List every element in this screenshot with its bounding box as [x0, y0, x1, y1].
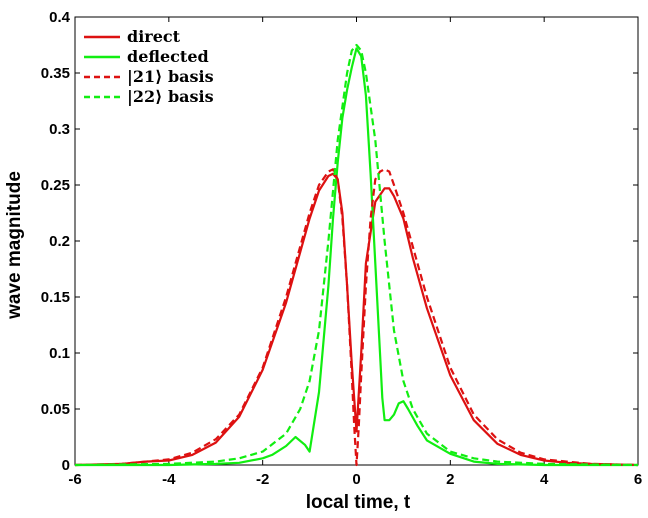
- y-tick-label: 0.3: [49, 121, 70, 138]
- x-axis-label: local time, t: [306, 492, 411, 513]
- x-tick-label: -4: [162, 471, 176, 488]
- legend-label: deflected: [127, 47, 209, 66]
- x-tick-label: 2: [446, 471, 454, 488]
- x-tick-label: -6: [68, 471, 81, 488]
- y-tick-label: 0.2: [49, 233, 70, 250]
- y-tick-label: 0.4: [49, 9, 71, 26]
- legend-label: |21⟩ basis: [127, 67, 214, 86]
- y-tick-label: 0.1: [49, 345, 70, 362]
- y-tick-label: 0.15: [41, 289, 70, 306]
- y-tick-label: 0.35: [41, 65, 70, 82]
- y-tick-label: 0.25: [41, 177, 70, 194]
- x-tick-label: 0: [352, 471, 360, 488]
- y-tick-label: 0.05: [41, 401, 70, 418]
- series-line-direct: [74, 172, 639, 467]
- series-line-22-basis: [74, 43, 639, 467]
- y-axis-label: wave magnitude: [4, 171, 25, 320]
- x-tick-label: 6: [634, 471, 642, 488]
- x-tick-label: 4: [540, 471, 549, 488]
- series-line-21-basis: [74, 168, 639, 467]
- x-tick-label: -2: [256, 471, 269, 488]
- y-tick-label: 0: [62, 457, 70, 474]
- plot-area: [74, 16, 639, 466]
- series-line-deflected: [75, 47, 638, 467]
- legend-label: |22⟩ basis: [127, 87, 214, 106]
- legend-label: direct: [127, 27, 181, 46]
